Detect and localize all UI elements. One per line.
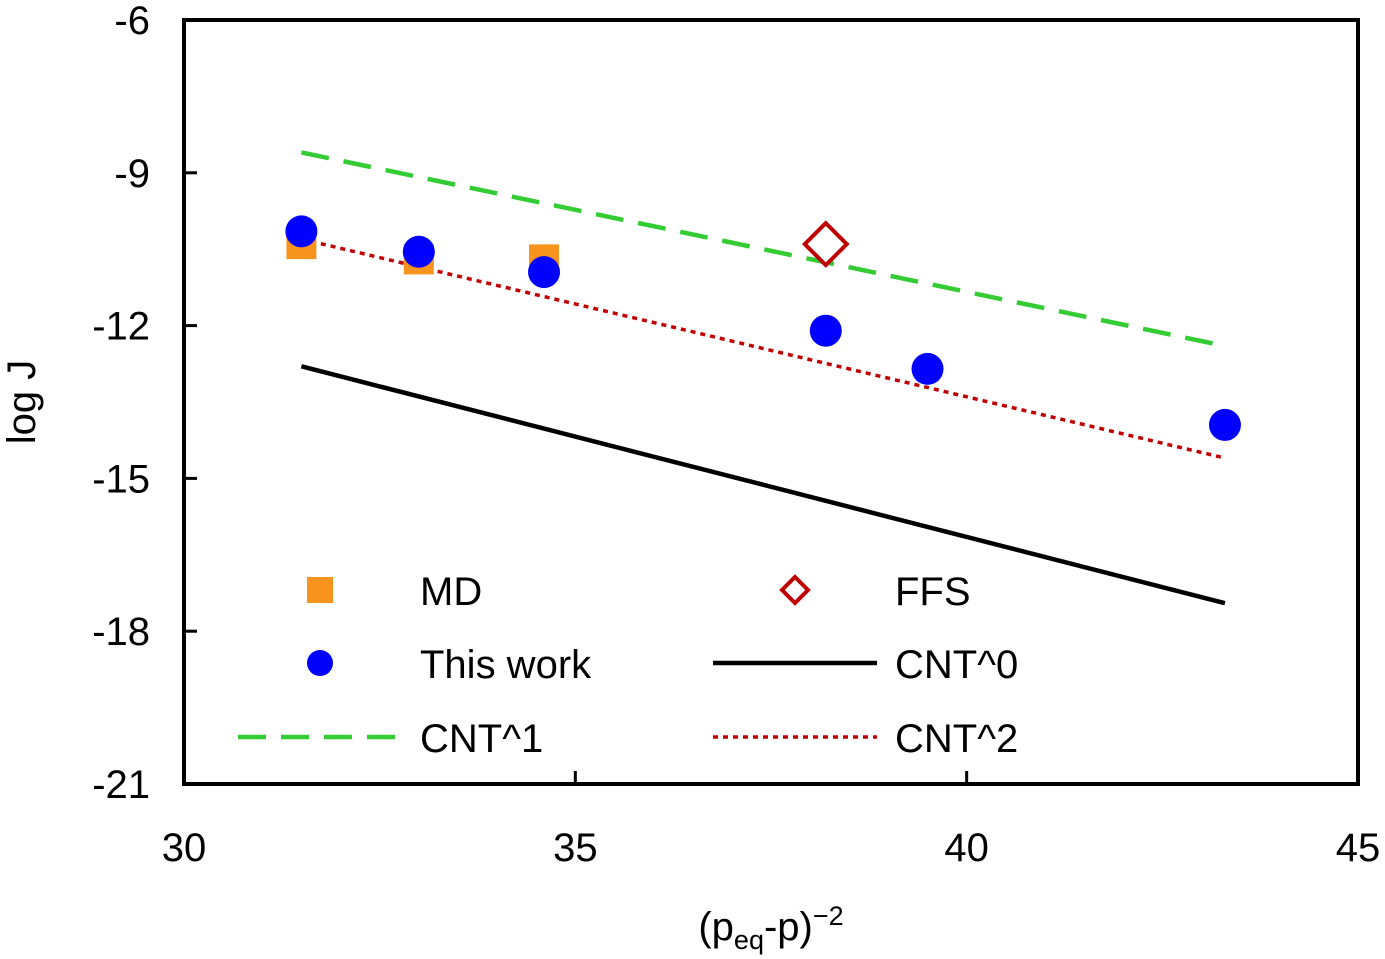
point-this-work-1 [402,235,435,268]
x-axis-title: (peq-p)−2 [698,901,843,955]
legend-label-this-work: This work [420,643,592,687]
legend-label-cnt-1: CNT^1 [420,717,543,761]
legend-label-cnt-0: CNT^0 [895,643,1018,687]
series-line-cnt-2 [300,237,1226,460]
legend-label-md: MD [420,570,482,614]
legend-layer: MD FFS This work CNT^0 CNT^1 CNT^2 [238,570,1018,761]
plot-frame [182,18,1360,786]
point-this-work-4 [911,352,944,385]
y-tick-label--18: -18 [92,610,150,654]
legend-symbol-this-work [307,650,333,676]
legend-item-md: MD [307,570,482,614]
legend-item-cnt-0: CNT^0 [713,643,1018,687]
y-tick-label--15: -15 [92,457,150,501]
x-axis-title-base: (p [698,905,734,949]
point-this-work-0 [285,215,318,248]
legend-symbol-md [307,577,333,603]
point-this-work-3 [809,314,842,347]
series-cnt-0 [300,364,1226,606]
y-tick-label--21: -21 [92,763,150,807]
x-tick-label-30: 30 [162,826,207,870]
series-cnt-2 [300,237,1226,460]
legend-item-cnt-1: CNT^1 [238,717,543,761]
legend-item-cnt-2: CNT^2 [713,717,1018,761]
legend-label-ffs: FFS [895,570,971,614]
y-tick-label--9: -9 [114,152,150,196]
series-this-work [285,215,1241,441]
series-cnt-1 [300,150,1226,349]
series-line-cnt-0 [300,364,1226,606]
x-axis-title-sup: −2 [813,901,844,931]
x-axis-title-mid: -p) [764,905,813,949]
y-tick-label--12: -12 [92,305,150,349]
x-tick-label-45: 45 [1336,826,1381,870]
point-this-work-2 [528,256,561,289]
series-line-cnt-1 [300,150,1226,349]
legend-item-ffs: FFS [779,570,971,614]
point-this-work-5 [1208,408,1241,441]
axis-layer: 30 35 40 45 -6 -9 -12 -15 -18 -21 [92,0,1380,870]
y-tick-label--6: -6 [114,0,150,43]
legend-symbol-ffs [779,574,811,606]
x-tick-label-40: 40 [944,826,989,870]
x-axis-title-sub: eq [734,925,764,955]
y-axis-title: log J [0,360,44,445]
legend-label-cnt-2: CNT^2 [895,717,1018,761]
plot-layer [285,150,1241,606]
x-tick-label-35: 35 [553,826,598,870]
series-ffs [801,220,850,268]
legend-item-this-work: This work [307,643,592,687]
point-ffs-0 [801,220,850,268]
